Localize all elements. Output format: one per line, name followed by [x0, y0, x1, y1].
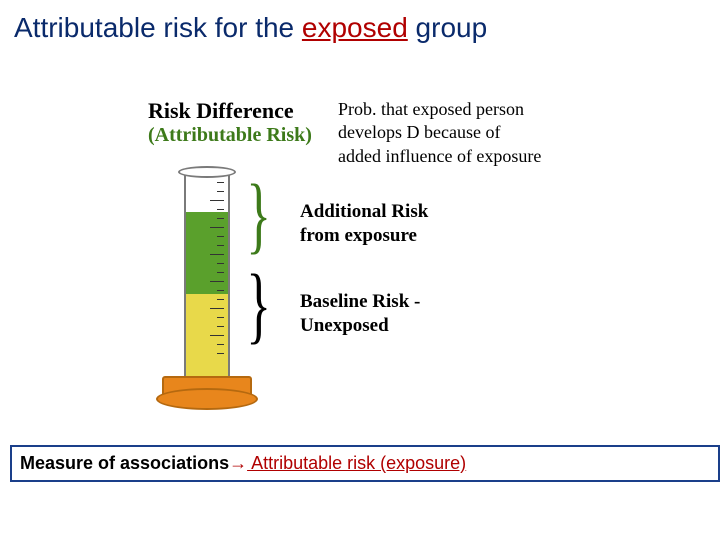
graduated-cylinder [172, 170, 242, 410]
cylinder-base-foot [156, 388, 258, 410]
cylinder-tube [184, 170, 230, 382]
baseline-line-1: Baseline Risk - [300, 291, 420, 312]
brace-baseline-label: Baseline Risk - Unexposed [300, 290, 420, 338]
prob-line-2: develops D because of [338, 122, 500, 142]
probability-definition: Prob. that exposed person develops D bec… [338, 98, 618, 168]
cylinder-ticks [210, 182, 224, 372]
title-prefix: Attributable risk for the [14, 12, 302, 43]
title-underlined: exposed [302, 12, 408, 43]
cylinder-lip [178, 166, 236, 178]
prob-line-1: Prob. that exposed person [338, 99, 524, 119]
brace-additional-label: Additional Risk from exposure [300, 200, 428, 248]
arrow-icon: → [229, 453, 247, 473]
prob-line-3: added influence of exposure [338, 146, 541, 166]
title-suffix: group [408, 12, 487, 43]
additional-line-2: from exposure [300, 225, 417, 246]
footer-breadcrumb: Measure of associations→ Attributable ri… [10, 445, 720, 482]
brace-baseline-icon: } [246, 270, 271, 339]
slide-title: Attributable risk for the exposed group [14, 12, 487, 44]
brace-additional-icon: } [246, 180, 271, 249]
baseline-line-2: Unexposed [300, 315, 389, 336]
footer-right: Attributable risk (exposure) [247, 453, 466, 473]
additional-line-1: Additional Risk [300, 201, 428, 222]
footer-left: Measure of associations [20, 453, 229, 473]
